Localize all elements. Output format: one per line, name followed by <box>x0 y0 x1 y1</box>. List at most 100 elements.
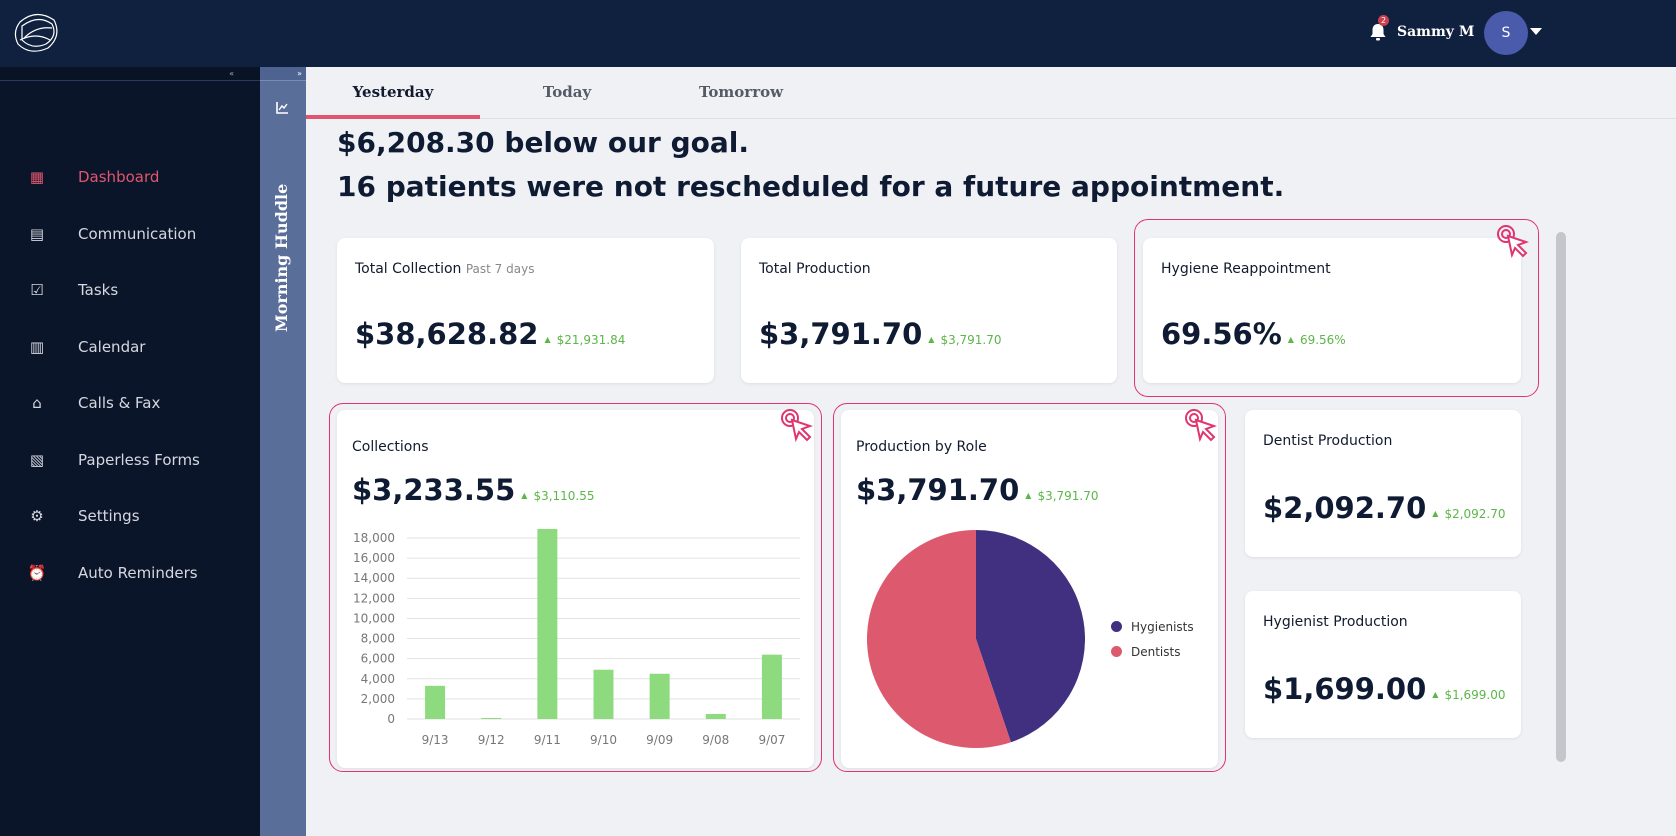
avatar[interactable]: S <box>1484 11 1528 55</box>
card-delta: $3,791.70 <box>1025 489 1098 503</box>
sidebar-collapse-button[interactable]: « <box>0 67 260 81</box>
card-value: $38,628.82 <box>355 317 539 351</box>
calendar-icon: ▥ <box>29 337 45 356</box>
hygiene-reappointment-card[interactable]: Hygiene Reappointment 69.56% 69.56% <box>1143 238 1521 383</box>
card-value: 69.56% <box>1161 317 1282 351</box>
tab-today[interactable]: Today <box>542 83 592 101</box>
card-subtitle: Past 7 days <box>465 262 535 276</box>
total-collection-card[interactable]: Total Collection Past 7 days $38,628.82 $… <box>337 238 714 383</box>
x-tick-label: 9/12 <box>478 733 505 747</box>
reschedule-summary: 16 patients were not rescheduled for a f… <box>337 170 1285 203</box>
sidebar-item-label: Calendar <box>78 337 146 356</box>
gear-icon: ⚙ <box>30 507 44 526</box>
sidebar-item-calendar[interactable]: ▥ Calendar <box>0 319 260 376</box>
sidebar-item-dashboard[interactable]: ▦ Dashboard <box>0 149 260 206</box>
dashboard-icon: ▦ <box>29 168 45 187</box>
highlight-outline <box>329 403 822 772</box>
bar-9/09[interactable] <box>649 673 670 719</box>
sidebar-item-auto-reminders[interactable]: ⏰ Auto Reminders <box>0 545 260 602</box>
click-pointer-icon <box>781 409 813 442</box>
morning-huddle-panel[interactable]: » Morning Huddle <box>260 67 306 836</box>
legend-item-hygienists[interactable]: Hygienists <box>1111 620 1194 634</box>
card-title: Hygiene Reappointment <box>1161 261 1331 277</box>
pie-slice-hygienists[interactable] <box>976 530 1085 743</box>
notification-bell-icon[interactable] <box>1369 22 1387 42</box>
production-pie-chart <box>867 530 1085 748</box>
x-tick-label: 9/08 <box>702 733 729 747</box>
scrollbar[interactable] <box>1556 232 1566 762</box>
checkbox-icon: ☑ <box>30 281 44 300</box>
bar-9/12[interactable] <box>481 717 502 719</box>
y-tick-label: 8,000 <box>361 632 395 646</box>
day-tabs: Yesterday Today Tomorrow <box>306 67 1676 119</box>
notification-badge: 2 <box>1378 15 1389 26</box>
bar-9/11[interactable] <box>537 528 558 719</box>
total-production-card[interactable]: Total Production $3,791.70 $3,791.70 <box>741 238 1117 383</box>
sidebar-item-calls-fax[interactable]: ⌂ Calls & Fax <box>0 375 260 432</box>
card-delta: 69.56% <box>1288 333 1346 347</box>
chart-icon <box>276 102 288 114</box>
card-value: $3,791.70 <box>856 473 1020 507</box>
sidebar-item-communication[interactable]: ▤ Communication <box>0 206 260 263</box>
card-title: Hygienist Production <box>1263 614 1408 630</box>
x-tick-label: 9/07 <box>758 733 785 747</box>
card-value: $1,699.00 <box>1263 672 1427 706</box>
click-pointer-icon <box>1185 409 1217 442</box>
sidebar-item-label: Communication <box>78 224 197 243</box>
x-tick-label: 9/13 <box>422 733 449 747</box>
card-delta: $2,092.70 <box>1432 507 1505 521</box>
y-tick-label: 12,000 <box>353 591 395 605</box>
morning-huddle-label: Morning Huddle <box>272 183 291 332</box>
tab-yesterday[interactable]: Yesterday <box>306 83 480 119</box>
y-tick-label: 18,000 <box>353 531 395 545</box>
logo-icon <box>14 13 58 52</box>
bar-9/10[interactable] <box>593 669 614 719</box>
y-tick-label: 10,000 <box>353 611 395 625</box>
card-title: Collections <box>352 439 429 455</box>
x-tick-label: 9/09 <box>646 733 673 747</box>
x-tick-label: 9/10 <box>590 733 617 747</box>
legend-swatch <box>1111 646 1122 657</box>
card-value: $2,092.70 <box>1263 491 1427 525</box>
card-delta: $21,931.84 <box>544 333 625 347</box>
bar-9/13[interactable] <box>425 685 446 719</box>
card-delta: $3,110.55 <box>521 489 594 503</box>
collections-card[interactable]: Collections $3,233.55 $3,110.55 0 2,000 4,0… <box>337 410 814 768</box>
hygienist-production-card[interactable]: Hygienist Production $1,699.00 $1,699.00 <box>1245 591 1521 738</box>
alarm-icon: ⏰ <box>27 563 47 582</box>
dentist-production-card[interactable]: Dentist Production $2,092.70 $2,092.70 <box>1245 410 1521 557</box>
chat-icon: ▤ <box>29 224 45 243</box>
sidebar-item-label: Dashboard <box>78 168 160 187</box>
user-name: Sammy M <box>1397 24 1475 40</box>
x-tick-label: 9/11 <box>534 733 561 747</box>
card-delta: $1,699.00 <box>1432 688 1505 702</box>
sidebar-item-label: Auto Reminders <box>78 563 198 582</box>
sidebar-item-label: Tasks <box>78 281 119 300</box>
y-tick-label: 4,000 <box>361 672 395 686</box>
card-title: Production by Role <box>856 439 987 455</box>
panel-expand-button[interactable]: » <box>260 67 306 81</box>
y-tick-label: 0 <box>387 712 395 726</box>
legend-swatch <box>1111 621 1122 632</box>
production-by-role-card[interactable]: Production by Role $3,791.70 $3,791.70 Hy… <box>841 410 1218 768</box>
user-menu-caret-icon[interactable] <box>1530 28 1542 35</box>
legend-item-dentists[interactable]: Dentists <box>1111 645 1180 659</box>
bar-9/07[interactable] <box>761 654 782 719</box>
highlight-outline <box>1134 219 1539 397</box>
bar-9/08[interactable] <box>705 713 726 719</box>
pie-slice-dentists[interactable] <box>867 530 1011 748</box>
sidebar-item-label: Calls & Fax <box>78 394 161 413</box>
click-pointer-icon <box>1497 225 1529 258</box>
sidebar-item-tasks[interactable]: ☑ Tasks <box>0 262 260 319</box>
y-tick-label: 16,000 <box>353 551 395 565</box>
tab-tomorrow[interactable]: Tomorrow <box>698 83 784 101</box>
clipboard-icon: ▧ <box>29 450 45 469</box>
collections-bar-chart: 0 2,000 4,000 6,000 8,000 10,000 12,000 14,000 1… <box>353 528 800 747</box>
sidebar-item-settings[interactable]: ⚙ Settings <box>0 488 260 545</box>
sidebar-item-paperless-forms[interactable]: ▧ Paperless Forms <box>0 432 260 489</box>
sidebar-item-label: Paperless Forms <box>78 450 200 469</box>
card-value: $3,233.55 <box>352 473 516 507</box>
y-tick-label: 6,000 <box>361 652 395 666</box>
top-header: 2 Sammy M S <box>0 0 1676 67</box>
y-tick-label: 2,000 <box>361 692 395 706</box>
